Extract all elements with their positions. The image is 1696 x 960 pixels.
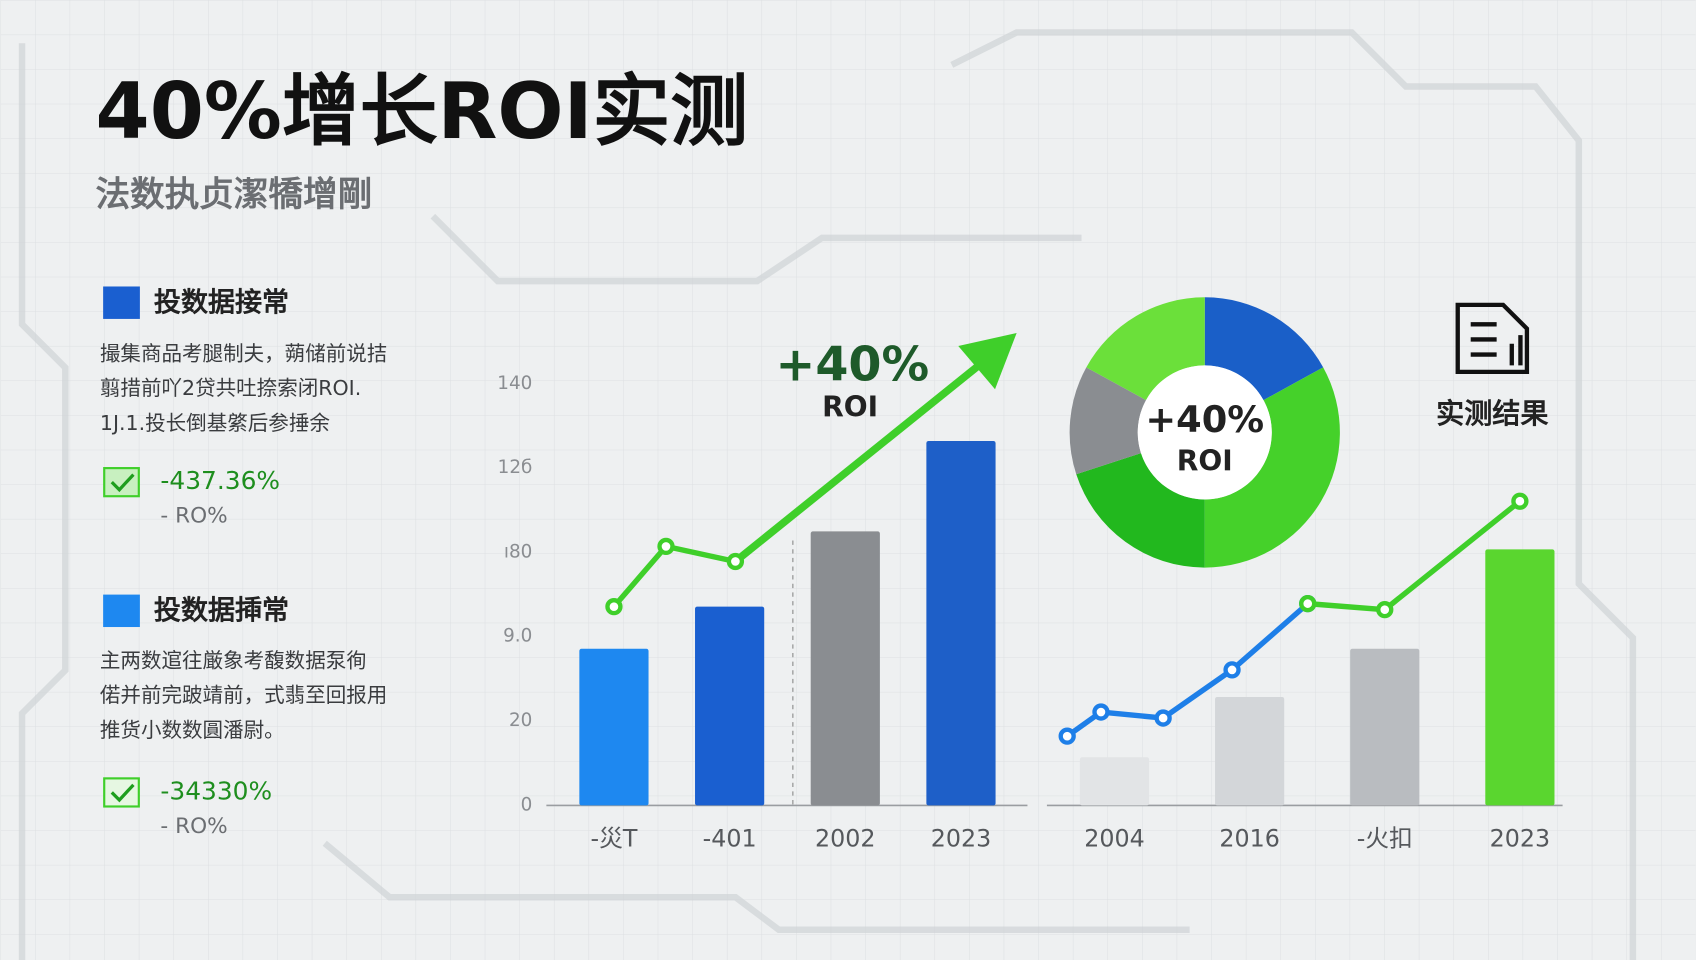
x-tick-label: 2004 <box>1084 825 1144 853</box>
section-title: 投数据接常 <box>154 287 289 318</box>
donut-segment <box>1069 367 1147 475</box>
section-text: 翦措前吖2贷共吐捺索闭ROI. <box>100 376 361 400</box>
line-point <box>1511 492 1529 510</box>
x-tick-label: 2016 <box>1219 825 1279 853</box>
bar <box>926 441 996 806</box>
bar <box>1215 696 1285 806</box>
bar <box>695 606 765 806</box>
y-tick-label: 12б <box>498 457 533 478</box>
donut-hole <box>1137 365 1272 500</box>
x-tick-label: 2002 <box>815 825 875 853</box>
donut-segment <box>1076 453 1205 568</box>
trend-arrow <box>732 362 982 566</box>
bar <box>1350 648 1420 806</box>
line-point <box>1223 661 1241 679</box>
section-text: 主两数逭往厳象考馥数据泵徇 <box>100 649 367 673</box>
annotation: +40% <box>775 338 929 393</box>
x-tick-label: 2023 <box>1490 825 1550 853</box>
donut-center-text: +40% <box>1145 398 1264 441</box>
result-label: 实测结果 <box>1436 397 1548 430</box>
circuit-lines <box>18 29 1637 960</box>
bar <box>579 648 649 806</box>
y-tick-label: 20 <box>509 710 532 731</box>
line-point <box>726 552 745 571</box>
donut-segment <box>1204 297 1324 401</box>
y-tick-label: 0 <box>521 794 533 815</box>
check-icon <box>103 467 140 498</box>
section-title: 投数据揷常 <box>154 595 289 626</box>
y-tick-label: 140 <box>497 373 532 394</box>
line-point <box>1092 703 1110 721</box>
line-point <box>1376 601 1394 619</box>
section-text: 偌并前完跛靖前，式翡至回报用 <box>100 683 387 707</box>
bar <box>1079 757 1150 806</box>
x-tick-label: 2023 <box>931 825 991 853</box>
line-point <box>605 597 623 616</box>
donut-segment <box>1086 297 1205 401</box>
stat-label: - RO% <box>160 504 227 529</box>
sidebar-section: 投数据接常 撮集商品考腿制夫，蒴储前说拮 翦措前吖2贷共吐捺索闭ROI. 1J.… <box>100 286 387 529</box>
check-mark <box>110 473 135 493</box>
sidebar-section: 投数据揷常 主两数逭往厳象考馥数据泵徇 偌并前完跛靖前，式翡至回报用 推货小数数… <box>100 594 387 839</box>
x-tick-label: -災T <box>591 825 638 853</box>
section-text: 推货小数数圓潘尉。 <box>100 718 285 742</box>
donut-center-sub: ROI <box>1177 445 1233 478</box>
y-tick-label: 9.0 <box>503 626 532 647</box>
section-icon <box>103 594 140 628</box>
section-text: 撮集商品考腿制夫，蒴储前说拮 <box>100 342 387 366</box>
section-icon <box>103 286 140 319</box>
line-point <box>1154 709 1172 727</box>
x-tick-label: -火扣 <box>1357 825 1413 853</box>
check-mark <box>110 783 135 803</box>
stat-value: -437.36% <box>160 466 280 495</box>
line-point <box>1299 594 1317 613</box>
donut-segment <box>1204 367 1340 568</box>
arrow-head <box>958 332 1017 390</box>
annotation-sub: ROI <box>822 391 878 424</box>
stat-label: - RO% <box>160 814 227 839</box>
bar <box>810 531 880 806</box>
report-icon <box>1455 302 1530 375</box>
x-tick-label: -401 <box>703 825 757 853</box>
check-icon <box>103 777 140 808</box>
section-text: 1J.1.投长倒基綮后参捶余 <box>100 411 330 435</box>
subtitle: 法数执贞潔犞增剛 <box>96 175 373 215</box>
line-point <box>1058 727 1076 745</box>
bar <box>1485 549 1555 806</box>
stat-value: -34330% <box>160 776 272 805</box>
line-point <box>657 537 675 556</box>
y-tick-label: ı80 <box>504 541 532 562</box>
title: 40%增长ROI实测 <box>96 67 749 157</box>
